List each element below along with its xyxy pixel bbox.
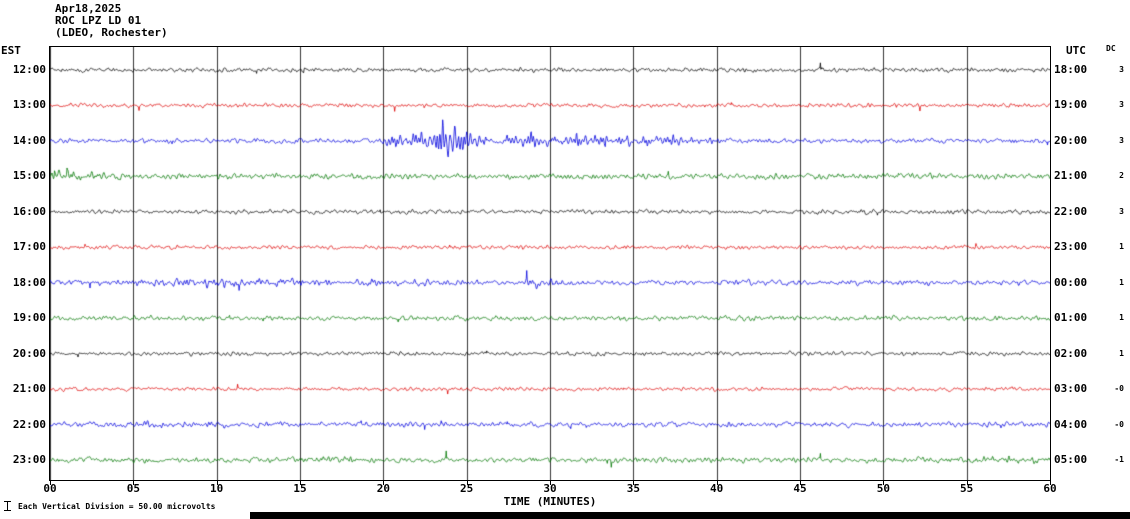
scale-note-text: Each Vertical Division = 50.00 microvolt…: [18, 501, 216, 511]
left-time-label: 21:00: [12, 382, 46, 396]
dc-value: -0: [1114, 419, 1124, 429]
left-time-label: 22:00: [12, 417, 46, 431]
right-time-label: 18:00: [1054, 63, 1088, 76]
header-station: ROC LPZ LD 01: [55, 14, 142, 27]
right-time-label: 03:00: [1054, 382, 1088, 396]
x-tick-mark: [50, 481, 51, 485]
x-axis-title: TIME (MINUTES): [503, 495, 597, 508]
x-tick-label: 20: [376, 482, 390, 495]
x-tick-label: 55: [960, 482, 974, 495]
plot-area: [49, 46, 1051, 481]
dc-value: 1: [1119, 242, 1124, 252]
x-tick-mark: [216, 481, 218, 485]
header-date: Apr18,2025: [55, 2, 122, 15]
x-tick-label: 05: [126, 482, 140, 495]
left-time-label: 20:00: [12, 346, 46, 360]
x-tick-label: 30: [543, 482, 557, 495]
left-time-label: 14:00: [12, 133, 46, 147]
x-tick-mark: [800, 481, 801, 485]
x-tick-label: 40: [710, 482, 724, 495]
left-time-label: 18:00: [12, 275, 46, 289]
right-time-label: 19:00: [1054, 98, 1088, 112]
right-time-label: 05:00: [1054, 453, 1088, 466]
dc-value: 2: [1119, 171, 1124, 181]
x-tick-mark: [466, 481, 468, 485]
trace-canvas: [50, 47, 1050, 480]
x-tick-mark: [550, 481, 551, 485]
x-tick-label: 35: [626, 482, 640, 495]
x-tick-label: 10: [210, 482, 224, 495]
dc-value: -1: [1114, 455, 1124, 464]
left-time-label: 23:00: [12, 453, 46, 466]
right-time-label: 23:00: [1054, 240, 1088, 254]
dc-value: 3: [1119, 100, 1124, 110]
right-time-label: 21:00: [1054, 169, 1088, 183]
x-tick-mark: [300, 481, 301, 485]
x-tick-mark: [133, 481, 135, 485]
dc-column-label: DC: [1106, 44, 1116, 53]
x-tick-mark: [716, 481, 718, 485]
left-time-label: 16:00: [12, 204, 46, 218]
header-network: (LDEO, Rochester): [55, 26, 168, 39]
left-time-label: 17:00: [12, 240, 46, 254]
right-time-label: 01:00: [1054, 311, 1088, 325]
x-tick-mark: [883, 481, 885, 485]
right-axis-label: UTC: [1066, 44, 1086, 57]
right-time-label: 02:00: [1054, 346, 1088, 360]
right-time-label: 22:00: [1054, 204, 1088, 218]
dc-value: 1: [1119, 348, 1124, 358]
x-tick-mark: [383, 481, 385, 485]
left-time-label: 19:00: [12, 311, 46, 325]
x-tick-label: 00: [43, 482, 57, 495]
x-tick-mark: [966, 481, 968, 485]
right-time-label: 20:00: [1054, 133, 1088, 147]
x-tick-label: 25: [460, 482, 474, 495]
left-time-label: 12:00: [12, 63, 46, 76]
x-tick-mark: [1050, 481, 1051, 485]
dc-value: 1: [1119, 313, 1124, 323]
x-tick-label: 15: [293, 482, 307, 495]
left-axis-label: EST: [1, 44, 21, 57]
bottom-bar: [250, 512, 1130, 519]
right-time-label: 00:00: [1054, 275, 1088, 289]
x-tick-mark: [633, 481, 635, 485]
dc-value: 3: [1119, 206, 1124, 216]
x-tick-label: 45: [793, 482, 807, 495]
x-tick-label: 60: [1043, 482, 1057, 495]
dc-value: -0: [1114, 384, 1124, 394]
left-time-label: 13:00: [12, 98, 46, 112]
dc-value: 3: [1119, 65, 1124, 74]
right-time-label: 04:00: [1054, 417, 1088, 431]
left-time-label: 15:00: [12, 169, 46, 183]
dc-value: 1: [1119, 277, 1124, 287]
vertical-scale-division-icon: [4, 501, 11, 511]
scale-note: Each Vertical Division = 50.00 microvolt…: [4, 501, 215, 511]
dc-value: 3: [1119, 135, 1124, 145]
x-tick-label: 50: [876, 482, 890, 495]
